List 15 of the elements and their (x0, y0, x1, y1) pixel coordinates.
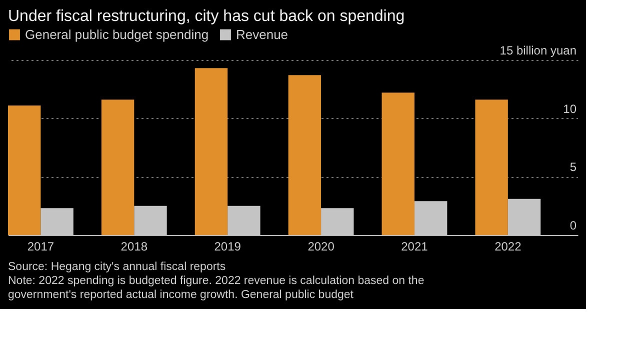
y-tick-label: 5 (570, 160, 577, 174)
x-tick-label: 2018 (120, 240, 148, 254)
source-note: Source: Hegang city's annual fiscal reports (8, 261, 226, 273)
y-tick-label: 0 (570, 218, 577, 232)
y-tick-label: 15 billion yuan (500, 44, 576, 58)
chart-subtitle: Under fiscal restructuring, city has cut back on spending (8, 8, 405, 25)
y-tick-label: 10 (563, 102, 577, 116)
x-tick-label: 2019 (214, 240, 242, 254)
legend-label: General public budget spending (25, 26, 209, 42)
legend-label: Revenue (236, 26, 288, 42)
x-tick-label: 2021 (401, 240, 428, 254)
x-tick-label: 2020 (308, 240, 335, 254)
text: Note: 2022 spending is budgeted figure. 2022 revenue is calculation based on the government's reported actual income growth. General public budget (8, 275, 424, 301)
x-tick-label: 2017 (27, 240, 54, 254)
x-tick-label: 2022 (494, 240, 522, 254)
